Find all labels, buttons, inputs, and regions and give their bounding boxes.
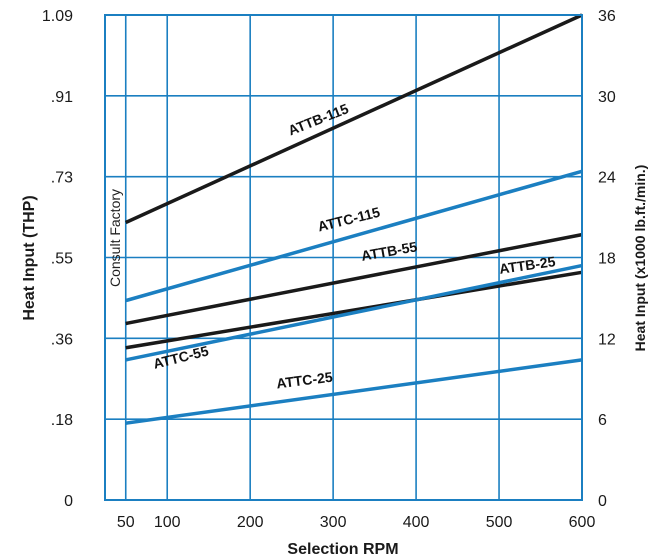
x-tick-label: 400 — [403, 514, 430, 531]
x-tick-label: 100 — [154, 514, 181, 531]
series-line-attc-55 — [125, 263, 583, 362]
y-axis-left-title: Heat Input (THP) — [21, 195, 38, 320]
y-left-tick-label: .36 — [51, 331, 73, 348]
x-tick-label: 500 — [486, 514, 513, 531]
y-right-tick-label: 6 — [598, 412, 607, 429]
y-right-tick-labels: 0 6 12 18 24 30 36 — [598, 8, 616, 510]
x-tick-label: 300 — [320, 514, 347, 531]
y-right-tick-label: 18 — [598, 251, 616, 268]
y-left-tick-label: .91 — [51, 89, 73, 106]
y-left-tick-label: .55 — [51, 251, 73, 268]
y-right-tick-label: 12 — [598, 331, 616, 348]
series-line-attb-25 — [125, 270, 583, 350]
x-axis-title: Selection RPM — [287, 541, 398, 558]
series-line-attc-25 — [125, 358, 583, 425]
y-left-tick-label: .18 — [51, 412, 73, 429]
series-line-attb-115 — [125, 13, 583, 225]
plot-frame — [104, 14, 583, 501]
y-right-tick-label: 30 — [598, 89, 616, 106]
y-left-tick-labels: 0 .18 .36 .55 .73 .91 1.09 — [42, 8, 73, 510]
series-lines — [125, 13, 583, 425]
y-right-tick-label: 24 — [598, 170, 616, 187]
x-tick-labels: 50 100 200 300 400 500 600 — [117, 514, 596, 531]
consult-factory-note: Consult Factory — [107, 189, 123, 287]
y-right-tick-label: 36 — [598, 8, 616, 25]
series-label-attb-25: ATTB-25 — [498, 253, 556, 277]
y-left-tick-label: .73 — [51, 170, 73, 187]
x-tick-label: 200 — [237, 514, 264, 531]
y-right-tick-label: 0 — [598, 493, 607, 510]
y-left-tick-label: 1.09 — [42, 8, 73, 25]
series-line-attc-115 — [125, 169, 583, 303]
series-label-attc-25: ATTC-25 — [275, 369, 333, 392]
y-axis-right-title: Heat Input (x1000 lb.ft./min.) — [632, 165, 648, 352]
x-tick-label: 600 — [569, 514, 596, 531]
x-tick-label: 50 — [117, 514, 135, 531]
series-line-attb-55 — [125, 232, 583, 326]
y-left-tick-label: 0 — [64, 493, 73, 510]
